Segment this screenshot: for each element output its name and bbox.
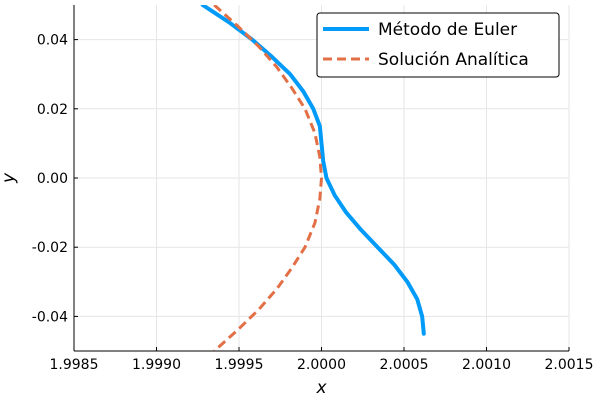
x-axis-label: x (315, 378, 327, 398)
y-tick-label: 0.04 (37, 33, 68, 49)
legend-box (316, 12, 560, 78)
x-tick-label: 2.0015 (545, 357, 594, 373)
legend-label-analitica: Solución Analítica (378, 50, 529, 70)
series-line-euler (200, 5, 426, 336)
x-tick-label: 1.9995 (215, 357, 264, 373)
x-tick-label: 2.0005 (380, 357, 429, 373)
y-tick-label: 0.02 (37, 102, 68, 118)
x-tick-label: 1.9985 (50, 357, 99, 373)
y-tick-label: -0.04 (32, 309, 68, 325)
y-axis-label: y (0, 172, 19, 184)
x-tick-label: 2.0010 (462, 357, 511, 373)
y-tick-label: 0.00 (37, 171, 68, 187)
x-tick-label: 1.9990 (132, 357, 181, 373)
y-tick-label: -0.02 (32, 240, 68, 256)
x-tick-label: 2.0000 (297, 357, 346, 373)
ticks: 1.9985 1.9990 1.9995 2.0000 2.0005 2.0010 2.00… (32, 33, 594, 373)
legend: Método de Euler Solución Analítica (316, 12, 560, 78)
series-layer (200, 5, 426, 351)
series-line-analitica (213, 5, 323, 351)
legend-label-euler: Método de Euler (378, 20, 517, 40)
